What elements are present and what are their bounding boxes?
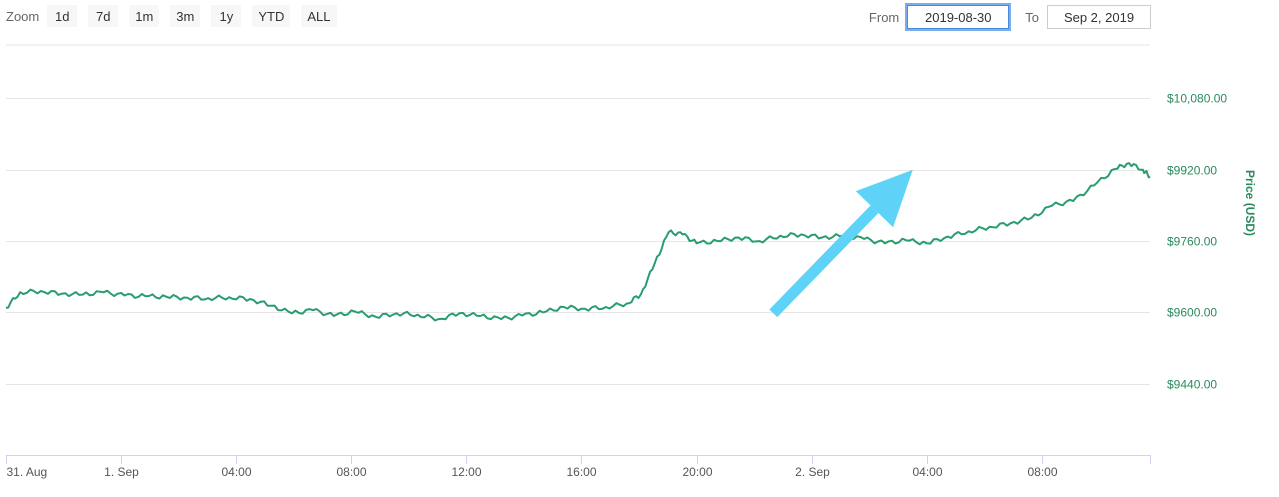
zoom-1m-button[interactable]: 1m	[129, 5, 160, 27]
y-axis-labels: $9440.00 $9600.00 $9760.00 $9920.00 $10,080.…	[1167, 92, 1227, 392]
x-tick-label: 08:00	[1027, 465, 1057, 479]
x-tick-label: 1. Sep	[104, 465, 139, 479]
zoom-1d-button[interactable]: 1d	[47, 5, 78, 27]
y-tick-label: $9440.00	[1167, 378, 1217, 392]
x-tick-label: 20:00	[682, 465, 712, 479]
y-tick-label: $10,080.00	[1167, 92, 1227, 106]
x-tick-label: 08:00	[336, 465, 366, 479]
from-label: From	[868, 9, 900, 25]
zoom-bar: Zoom 1d 7d 1m 3m 1y YTD ALL	[6, 4, 348, 28]
to-date-input[interactable]	[1047, 5, 1151, 29]
y-axis-title: Price (USD)	[1243, 170, 1257, 236]
zoom-all-button[interactable]: ALL	[301, 5, 337, 27]
to-label: To	[1025, 9, 1039, 25]
trend-arrow-annotation	[769, 169, 913, 318]
x-tick-label: 04:00	[221, 465, 251, 479]
arrow-shaft	[769, 205, 879, 318]
x-tick-label: 16:00	[566, 465, 596, 479]
date-range-selector: From To	[868, 3, 1151, 31]
y-tick-label: $9760.00	[1167, 235, 1217, 249]
zoom-1y-button[interactable]: 1y	[211, 5, 242, 27]
zoom-7d-button[interactable]: 7d	[88, 5, 119, 27]
grid-lines	[6, 44, 1150, 385]
from-date-input[interactable]	[905, 3, 1012, 31]
y-tick-label: $9600.00	[1167, 306, 1217, 320]
x-tick-label: 2. Sep	[795, 465, 830, 479]
price-series-line	[5, 162, 1151, 322]
x-tick-label: 31. Aug	[7, 465, 48, 479]
zoom-3m-button[interactable]: 3m	[170, 5, 201, 27]
x-tick-label: 04:00	[912, 465, 942, 479]
y-tick-label: $9920.00	[1167, 164, 1217, 178]
x-axis-ticks: 31. Aug 1. Sep 04:00 08:00 12:00 16:00 20:00 2.…	[6, 455, 1151, 479]
arrow-head	[855, 169, 913, 228]
x-tick-label: 12:00	[451, 465, 481, 479]
zoom-ytd-button[interactable]: YTD	[252, 5, 291, 27]
zoom-label: Zoom	[6, 8, 40, 24]
